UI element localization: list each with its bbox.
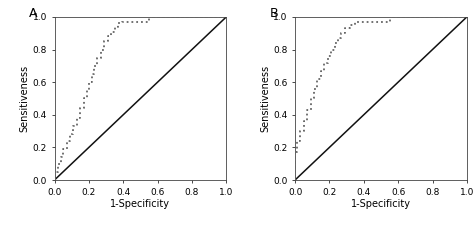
Text: B: B <box>269 7 278 20</box>
X-axis label: 1-Specificity: 1-Specificity <box>110 199 171 209</box>
Text: A: A <box>29 7 37 20</box>
Y-axis label: Sensitiveness: Sensitiveness <box>20 65 30 132</box>
Y-axis label: Sensitiveness: Sensitiveness <box>260 65 270 132</box>
X-axis label: 1-Specificity: 1-Specificity <box>351 199 411 209</box>
